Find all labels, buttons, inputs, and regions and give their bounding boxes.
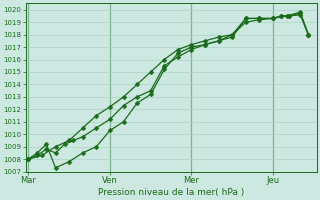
X-axis label: Pression niveau de la mer( hPa ): Pression niveau de la mer( hPa ) xyxy=(98,188,244,197)
